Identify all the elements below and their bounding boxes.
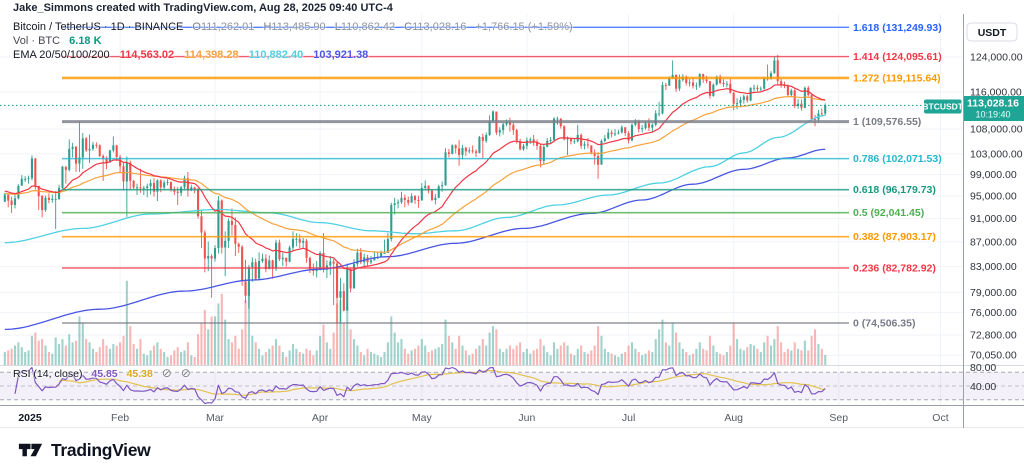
svg-text:2025: 2025	[18, 412, 42, 424]
rsi-ma-value: 45.38	[126, 368, 153, 380]
svg-text:Oct: Oct	[932, 412, 948, 424]
svg-text:0.5 (92,041.45): 0.5 (92,041.45)	[853, 207, 924, 219]
time-axis[interactable]: 2025 Feb Mar Apr May Jun Jul Aug Sep Oct	[18, 412, 948, 424]
svg-text:Mar: Mar	[206, 412, 225, 424]
ohlc-low-key: L	[334, 21, 341, 33]
svg-text:0.236 (82,782.92): 0.236 (82,782.92)	[853, 263, 936, 275]
attribution-text: Jake_Simmons created with TradingView.co…	[13, 2, 393, 14]
ema20-value: 114,563.02	[119, 49, 175, 61]
svg-text:91,000.00: 91,000.00	[970, 213, 1017, 225]
fib-retracement-drawing[interactable]: 1.618 (131,249.93) 1.414 (124,095.61) 1.27…	[62, 21, 943, 331]
svg-text:0.786 (102,071.53): 0.786 (102,071.53)	[853, 153, 942, 165]
svg-text:1.618 (131,249.93): 1.618 (131,249.93)	[853, 22, 942, 34]
svg-text:40.00: 40.00	[970, 381, 996, 393]
svg-text:72,800.00: 72,800.00	[970, 330, 1017, 342]
volume-value: 6.18 K	[69, 35, 102, 47]
last-price-badge	[964, 96, 1024, 121]
svg-text:10:19:40: 10:19:40	[975, 110, 1010, 120]
ema-legend-row[interactable]: EMA 20/50/100/200 114,563.02 114,398.28 …	[13, 49, 368, 61]
svg-text:May: May	[412, 412, 433, 424]
svg-text:95,000.00: 95,000.00	[970, 191, 1017, 203]
svg-text:103,000.00: 103,000.00	[970, 148, 1023, 160]
tradingview-logo[interactable]: TradingView	[18, 439, 151, 461]
symbol-tag	[924, 99, 962, 114]
rsi-label: RSI (14, close)	[13, 368, 83, 380]
hide-rsi-icon[interactable]: ⊘	[161, 366, 172, 380]
svg-text:108,000.00: 108,000.00	[970, 124, 1023, 136]
ohlc-high-key: H	[263, 21, 272, 33]
svg-text:Aug: Aug	[724, 412, 743, 424]
volume-legend-row[interactable]: Vol · BTC 6.18 K	[13, 35, 102, 47]
pane-borders	[0, 14, 1024, 428]
svg-text:116,000.00: 116,000.00	[970, 86, 1022, 98]
svg-text:83,000.00: 83,000.00	[970, 261, 1017, 273]
svg-text:124,000.00: 124,000.00	[970, 52, 1023, 64]
svg-text:80.00: 80.00	[970, 362, 996, 374]
ema100-value: 110,882.40	[248, 49, 304, 61]
price-chart-canvas[interactable]: 1.618 (131,249.93) 1.414 (124,095.61) 1.27…	[0, 0, 1024, 428]
svg-text:Jul: Jul	[622, 412, 635, 424]
volume-histogram	[3, 280, 827, 365]
svg-text:1.414 (124,095.61): 1.414 (124,095.61)	[853, 51, 942, 63]
ohlc-close-key: C	[404, 21, 413, 33]
rsi-pane	[0, 366, 1024, 405]
footer-band: TradingView	[0, 428, 1024, 471]
symbol-legend-row[interactable]: Bitcoin / TetherUS · 1D · BINANCE O111,2…	[13, 21, 573, 33]
svg-text:1.272 (119,115.64): 1.272 (119,115.64)	[853, 72, 941, 84]
svg-text:BTCUSDT: BTCUSDT	[922, 102, 963, 112]
ohlc-close-value: 113,028.16	[412, 21, 467, 33]
svg-text:1 (109,576.55): 1 (109,576.55)	[853, 116, 921, 128]
svg-text:99,000.00: 99,000.00	[970, 169, 1017, 181]
svg-text:Feb: Feb	[111, 412, 129, 424]
svg-text:0.618 (96,179.73): 0.618 (96,179.73)	[853, 184, 936, 196]
ohlc-low-value: 110,862.42	[340, 21, 396, 33]
price-scale[interactable]: 124,000.00 116,000.00 108,000.00 103,000.00…	[966, 22, 1023, 393]
ema50-value: 114,398.28	[184, 49, 239, 61]
rsi-value: 45.85	[91, 368, 118, 380]
grid-lines	[0, 14, 964, 406]
svg-text:79,000.00: 79,000.00	[970, 287, 1017, 299]
price-change-value: +1,766.15 (+1.59%)	[475, 21, 573, 33]
tradingview-logo-text: TradingView	[51, 439, 151, 460]
hide-rsi-ma-icon[interactable]: ⊘	[180, 366, 191, 380]
tradingview-logo-icon	[18, 443, 43, 457]
svg-text:70,050.00: 70,050.00	[970, 350, 1017, 362]
currency-box	[966, 22, 1018, 42]
svg-text:Apr: Apr	[312, 412, 329, 424]
symbol-title: Bitcoin / TetherUS · 1D · BINANCE	[13, 21, 184, 33]
svg-text:113,028.16: 113,028.16	[967, 98, 1019, 110]
rsi-legend-row[interactable]: RSI (14, close) 45.85 45.38 ⊘ ⊘	[13, 366, 191, 380]
svg-text:76,000.00: 76,000.00	[970, 307, 1017, 319]
svg-text:Jun: Jun	[518, 412, 535, 424]
ohlc-high-value: 113,485.90	[271, 21, 326, 33]
ohlc-open-key: O	[192, 21, 201, 33]
svg-text:Sep: Sep	[829, 412, 848, 424]
volume-label: Vol · BTC	[13, 35, 61, 47]
ema-label: EMA 20/50/100/200	[13, 49, 110, 61]
svg-text:87,000.00: 87,000.00	[970, 237, 1017, 249]
ohlc-open-value: 111,262.01	[200, 21, 255, 33]
svg-text:0.382 (87,903.17): 0.382 (87,903.17)	[853, 231, 936, 243]
svg-text:USDT: USDT	[978, 27, 1007, 39]
svg-text:0 (74,506.35): 0 (74,506.35)	[853, 318, 915, 330]
ema200-value: 103,921.38	[313, 49, 369, 61]
